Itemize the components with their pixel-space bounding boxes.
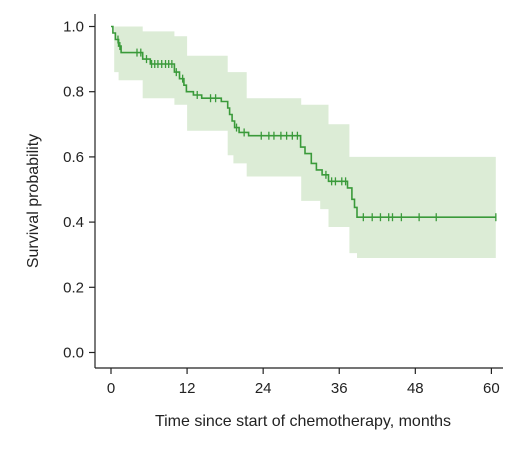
x-tick-label: 24 xyxy=(255,380,272,397)
y-ticks: 0.0 0.2 0.4 0.6 0.8 1.0 xyxy=(63,19,95,362)
x-ticks: 0 12 24 36 48 60 xyxy=(107,368,500,397)
confidence-band xyxy=(111,26,496,258)
x-tick-label: 12 xyxy=(179,380,196,397)
y-tick-label: 0.8 xyxy=(63,84,84,101)
y-tick-label: 0.2 xyxy=(63,279,84,296)
y-axis-title: Survival probability xyxy=(25,134,42,268)
y-tick-label: 0.6 xyxy=(63,149,84,166)
x-axis-title: Time since start of chemotherapy, months xyxy=(155,413,451,430)
x-tick-label: 0 xyxy=(107,380,115,397)
y-tick-label: 0.0 xyxy=(63,345,84,362)
survival-curve xyxy=(111,25,496,218)
y-tick-label: 1.0 xyxy=(63,19,84,36)
y-tick-label: 0.4 xyxy=(63,214,84,231)
x-tick-label: 60 xyxy=(483,380,500,397)
x-tick-label: 36 xyxy=(331,380,348,397)
censor-marks xyxy=(117,35,497,222)
x-tick-label: 48 xyxy=(407,380,424,397)
